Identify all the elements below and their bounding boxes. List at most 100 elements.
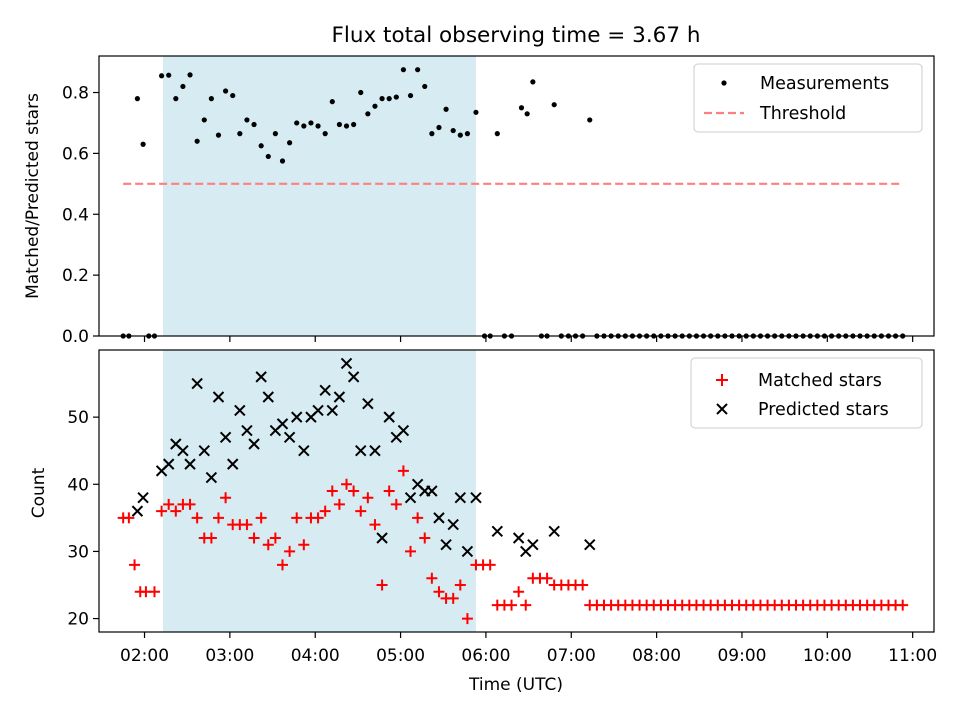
bottom-x-tick-label: 07:00 (547, 646, 596, 666)
predicted-star-marker (491, 525, 504, 537)
measurement-point (450, 127, 456, 134)
matched-star-marker (326, 485, 338, 497)
predicted-star-marker (162, 458, 175, 470)
predicted-star-marker (355, 445, 367, 457)
measurement-point (223, 88, 229, 94)
measurement-point (187, 72, 193, 78)
measurement-point (372, 103, 378, 109)
legend-predicted-marker (716, 403, 728, 415)
measurement-point (494, 131, 500, 137)
bottom-x-tick-label: 03:00 (205, 646, 254, 666)
matched-star-marker (405, 545, 417, 557)
matched-star-marker (170, 505, 182, 517)
matched-star-marker (397, 465, 409, 477)
matched-star-marker (255, 512, 267, 524)
matched-star-marker (348, 485, 360, 497)
measurement-point (343, 123, 350, 129)
matched-star-marker (191, 512, 203, 524)
measurement-point (524, 111, 530, 117)
measurement-point (443, 106, 449, 112)
matched-star-marker (220, 492, 232, 504)
predicted-star-marker (326, 404, 338, 417)
bottom-x-tick-label: 06:00 (461, 646, 510, 666)
matched-star-marker (148, 586, 160, 598)
shaded-observing-window (163, 350, 476, 632)
matched-star-marker (291, 512, 303, 524)
predicted-star-marker (131, 505, 144, 517)
predicted-star-marker (276, 418, 289, 430)
bottom-x-tick-label: 08:00 (632, 646, 681, 666)
predicted-star-marker (227, 458, 239, 470)
measurement-point (166, 72, 172, 78)
predicted-star-marker (369, 445, 381, 457)
predicted-star-marker (461, 545, 474, 558)
measurement-point (230, 92, 236, 99)
bottom-y-axis: 20 30 40 50 (67, 408, 99, 630)
predicted-star-marker (440, 539, 452, 551)
matched-star-marker (369, 519, 381, 531)
predicted-star-marker (241, 424, 253, 437)
predicted-star-marker (283, 431, 296, 443)
top-panel: 0.00.20.40.60.8 Matched/Predicted stars … (23, 55, 935, 347)
legend-threshold-label: Threshold (759, 104, 846, 124)
matched-star-marker (355, 505, 367, 517)
predicted-star-marker (212, 391, 225, 403)
measurement-point (208, 96, 214, 102)
top-axes-frame (98, 55, 935, 337)
bottom-y-tick-label: 30 (67, 542, 89, 562)
top-legend: Measurements Threshold (693, 63, 923, 133)
predicted-star-marker (376, 532, 388, 544)
measurement-point (429, 131, 435, 137)
measurement-point (158, 73, 165, 79)
measurement-point (308, 120, 314, 126)
measurement-point (530, 79, 536, 85)
matched-star-marker (513, 586, 525, 598)
measurement-point (518, 105, 525, 111)
measurement-point (422, 83, 428, 90)
measurement-point (587, 117, 593, 123)
top-y-tick-label: 0.2 (62, 266, 89, 286)
top-y-tick-label: 0.0 (62, 327, 89, 347)
predicted-star-marker (291, 411, 303, 423)
measurement-point (215, 132, 222, 138)
matched-star-marker (454, 579, 466, 591)
measurement-point (365, 111, 371, 117)
measurement-point (351, 121, 357, 128)
measurement-point (294, 120, 300, 126)
measurement-point (272, 131, 278, 137)
matched-star-marker (269, 532, 281, 544)
measurement-point (134, 96, 141, 102)
bottom-x-tick-label: 04:00 (291, 646, 340, 666)
measurement-point (315, 123, 321, 129)
predicted-star-marker (512, 532, 525, 544)
predicted-star-marker (177, 445, 189, 457)
predicted-star-marker (255, 371, 267, 383)
bottom-x-tick-label: 11:00 (888, 646, 937, 666)
predicted-star-marker (234, 404, 246, 417)
predicted-star-marker (470, 492, 482, 504)
measurement-point (386, 96, 392, 102)
matched-star-marker (376, 579, 388, 591)
measurement-point (436, 124, 442, 131)
measurement-point (551, 102, 557, 108)
matched-star-marker (277, 559, 289, 571)
measurement-point (251, 121, 257, 128)
legend-measurements-marker (721, 80, 727, 86)
matched-star-marker (241, 519, 253, 531)
matched-star-marker (184, 498, 196, 510)
legend-predicted-label: Predicted stars (758, 400, 889, 420)
measurement-point (358, 89, 364, 96)
measurement-point (464, 131, 471, 137)
measurement-point (194, 138, 200, 144)
matched-star-marker (123, 512, 135, 524)
top-legend-box (693, 63, 923, 133)
bottom-legend-box (690, 357, 923, 429)
matched-star-marker (541, 572, 553, 584)
bottom-y-tick-label: 50 (67, 408, 89, 428)
matched-star-marker (506, 599, 518, 611)
top-y-tick-label: 0.8 (62, 84, 89, 104)
matched-star-marker (156, 505, 168, 517)
predicted-star-marker (426, 485, 438, 497)
